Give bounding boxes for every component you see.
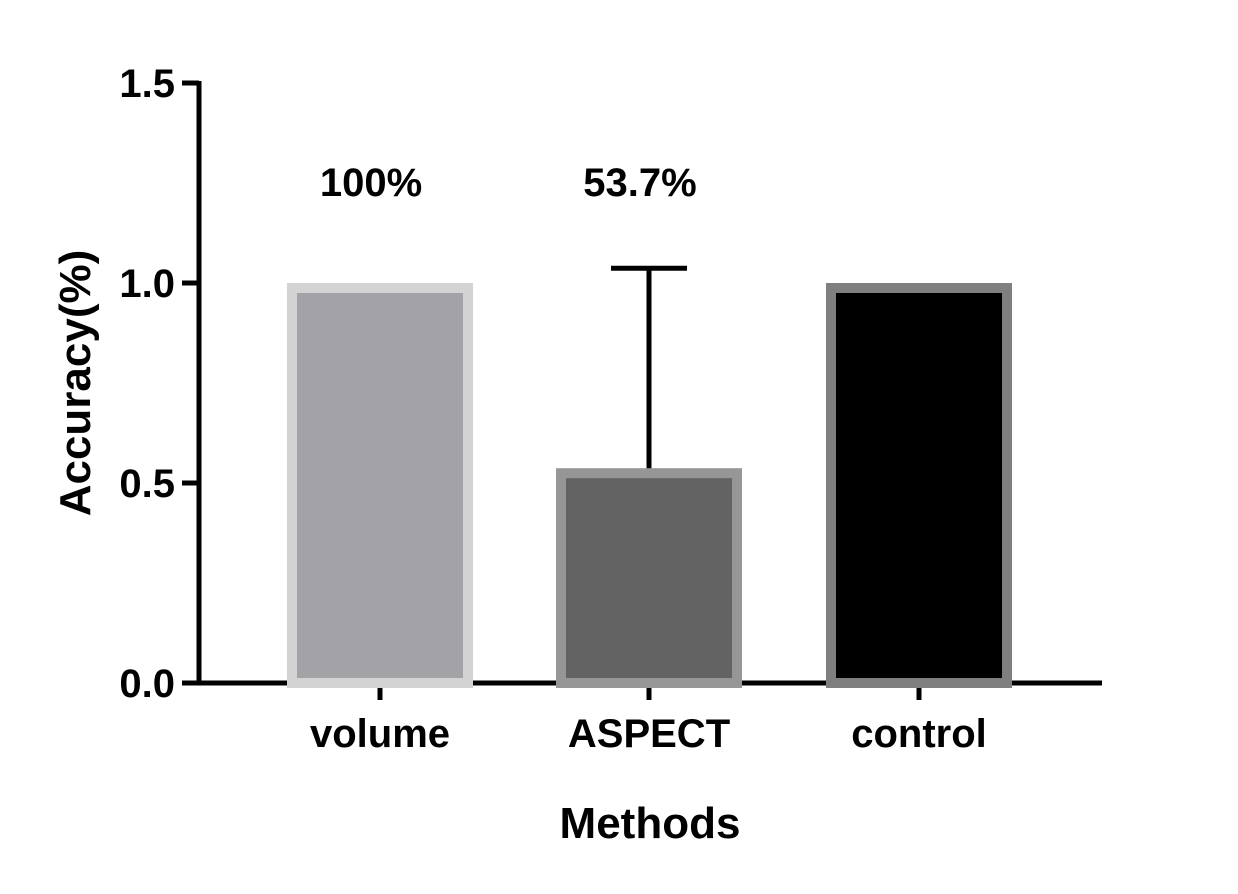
y-tick-label: 0.5: [119, 462, 175, 506]
bar-control: [826, 283, 1012, 688]
x-axis: volume ASPECT control: [196, 680, 1102, 756]
data-label-volume: 100%: [320, 161, 422, 205]
data-label-aspect: 53.7%: [583, 161, 696, 205]
x-tick-label-aspect: ASPECT: [568, 712, 730, 756]
bar-annotations: 100% 53.7%: [320, 161, 697, 205]
error-bars: [611, 265, 687, 469]
y-axis: 0.0 0.5 1.0 1.5: [119, 62, 202, 706]
y-tick-label: 1.5: [119, 62, 175, 106]
y-tick-label: 1.0: [119, 262, 175, 306]
x-tick-label-control: control: [851, 712, 987, 756]
bar-aspect: [556, 468, 742, 689]
bar-volume: [287, 283, 473, 688]
y-tick-label: 0.0: [119, 662, 175, 706]
x-tick-label-volume: volume: [310, 712, 450, 756]
x-axis-title: Methods: [560, 799, 741, 848]
bars: [287, 283, 1012, 689]
y-axis-title: Accuracy(%): [51, 250, 100, 517]
